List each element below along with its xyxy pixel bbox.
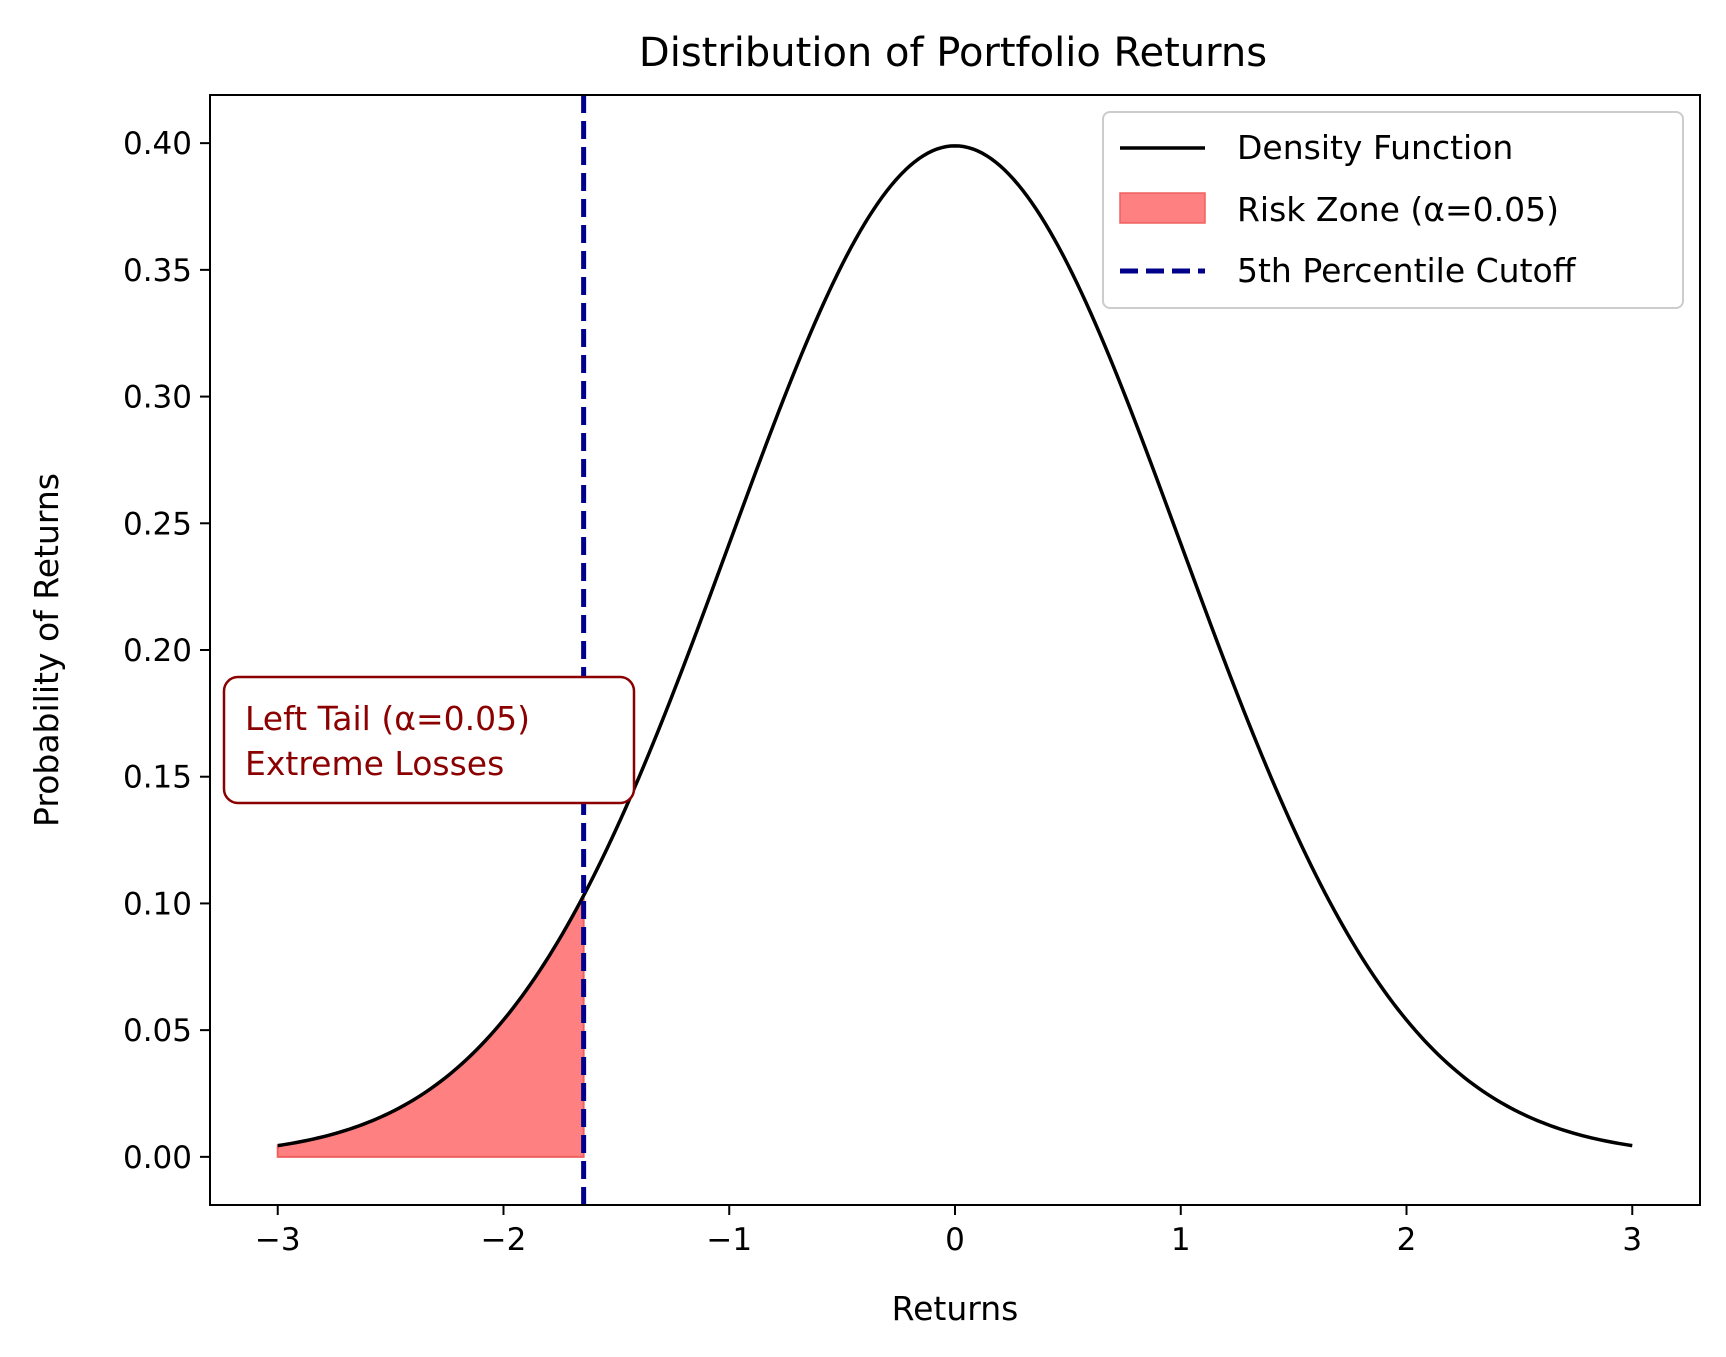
plot-area bbox=[276, 95, 1633, 1205]
y-tick-label: 0.40 bbox=[123, 126, 192, 162]
legend-swatch-risk-zone bbox=[1119, 192, 1206, 224]
y-tick-label: 0.25 bbox=[123, 506, 192, 542]
annotation-frame bbox=[222, 675, 636, 805]
y-tick-label: 0.35 bbox=[123, 253, 192, 289]
y-axis-title: Probability of Returns bbox=[27, 473, 66, 827]
y-tick-label: 0.00 bbox=[123, 1140, 192, 1176]
x-axis-title: Returns bbox=[892, 1289, 1019, 1328]
density-curve bbox=[277, 144, 1633, 1148]
chart-title: Distribution of Portfolio Returns bbox=[639, 30, 1267, 76]
x-tick-label: 3 bbox=[1622, 1222, 1642, 1258]
y-tick-label: 0.30 bbox=[123, 380, 192, 416]
y-tick-label: 0.15 bbox=[123, 760, 192, 796]
annotation-line-2: Extreme Losses bbox=[245, 744, 504, 783]
x-tick-label: 1 bbox=[1171, 1222, 1191, 1258]
legend-frame bbox=[1102, 111, 1684, 309]
y-tick-label: 0.20 bbox=[123, 633, 192, 669]
x-tick-label: −2 bbox=[481, 1222, 527, 1258]
y-tick-label: 0.10 bbox=[123, 886, 192, 922]
x-tick-label: −1 bbox=[706, 1222, 752, 1258]
legend-label-density: Density Function bbox=[1237, 128, 1513, 167]
annotation-box: Left Tail (α=0.05) Extreme Losses bbox=[222, 675, 636, 805]
legend: Density Function Risk Zone (α=0.05) 5th … bbox=[1102, 111, 1684, 309]
legend-label-cutoff: 5th Percentile Cutoff bbox=[1237, 251, 1577, 290]
annotation-line-1: Left Tail (α=0.05) bbox=[245, 699, 530, 738]
x-tick-label: 0 bbox=[945, 1222, 965, 1258]
x-tick-label: 2 bbox=[1397, 1222, 1417, 1258]
x-axis: −3 −2 −1 0 1 2 3 bbox=[255, 1205, 1642, 1258]
legend-label-risk-zone: Risk Zone (α=0.05) bbox=[1237, 190, 1559, 229]
y-tick-label: 0.05 bbox=[123, 1013, 192, 1049]
x-tick-label: −3 bbox=[255, 1222, 301, 1258]
y-axis: 0.00 0.05 0.10 0.15 0.20 0.25 0.30 0.35 0.40 bbox=[123, 126, 210, 1176]
